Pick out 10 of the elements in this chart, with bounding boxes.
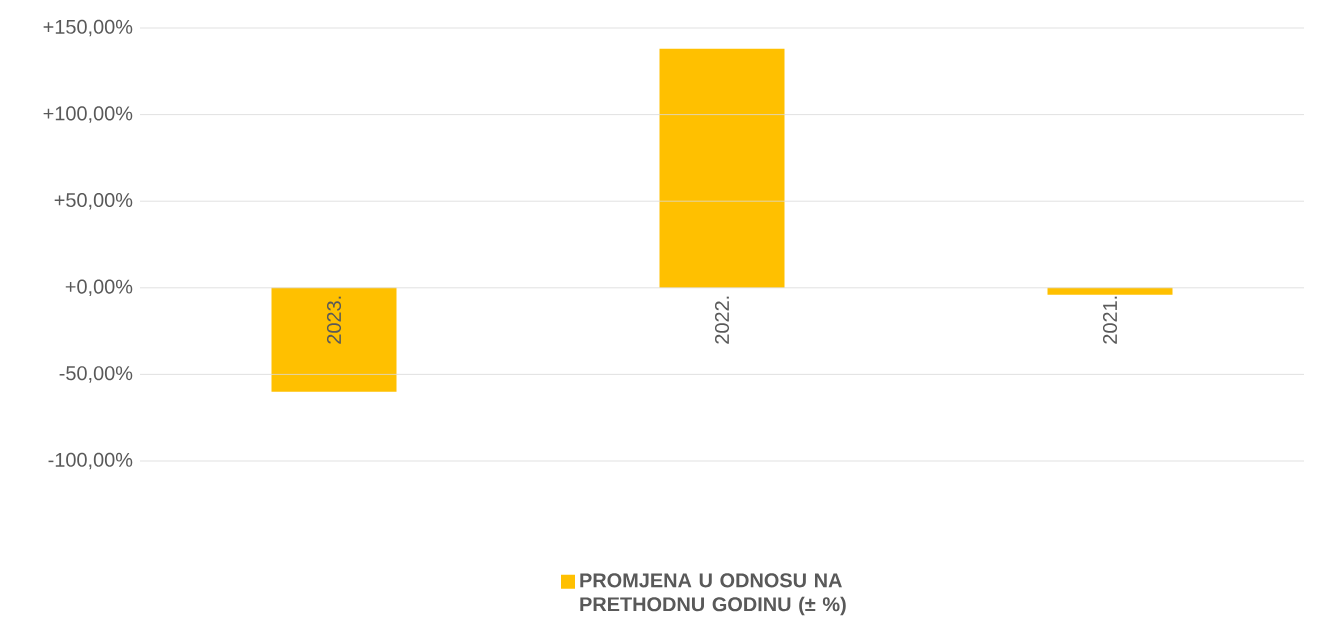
x-tick-label: 2023. xyxy=(326,296,342,344)
legend-label: PROMJENA U ODNOSU NA PRETHODNU GODINU (± %) xyxy=(580,573,846,616)
y-tick-label: -100,00% xyxy=(48,452,133,470)
y-tick-label: +50,00% xyxy=(54,192,133,210)
x-tick-label: 2022. xyxy=(714,296,730,344)
y-tick-label: +0,00% xyxy=(65,279,133,297)
y-tick-label: +150,00% xyxy=(43,19,133,37)
y-tick-label: +100,00% xyxy=(43,106,133,123)
y-tick-label: -50,00% xyxy=(59,366,133,383)
x-tick-label: 2021. xyxy=(1102,296,1118,344)
